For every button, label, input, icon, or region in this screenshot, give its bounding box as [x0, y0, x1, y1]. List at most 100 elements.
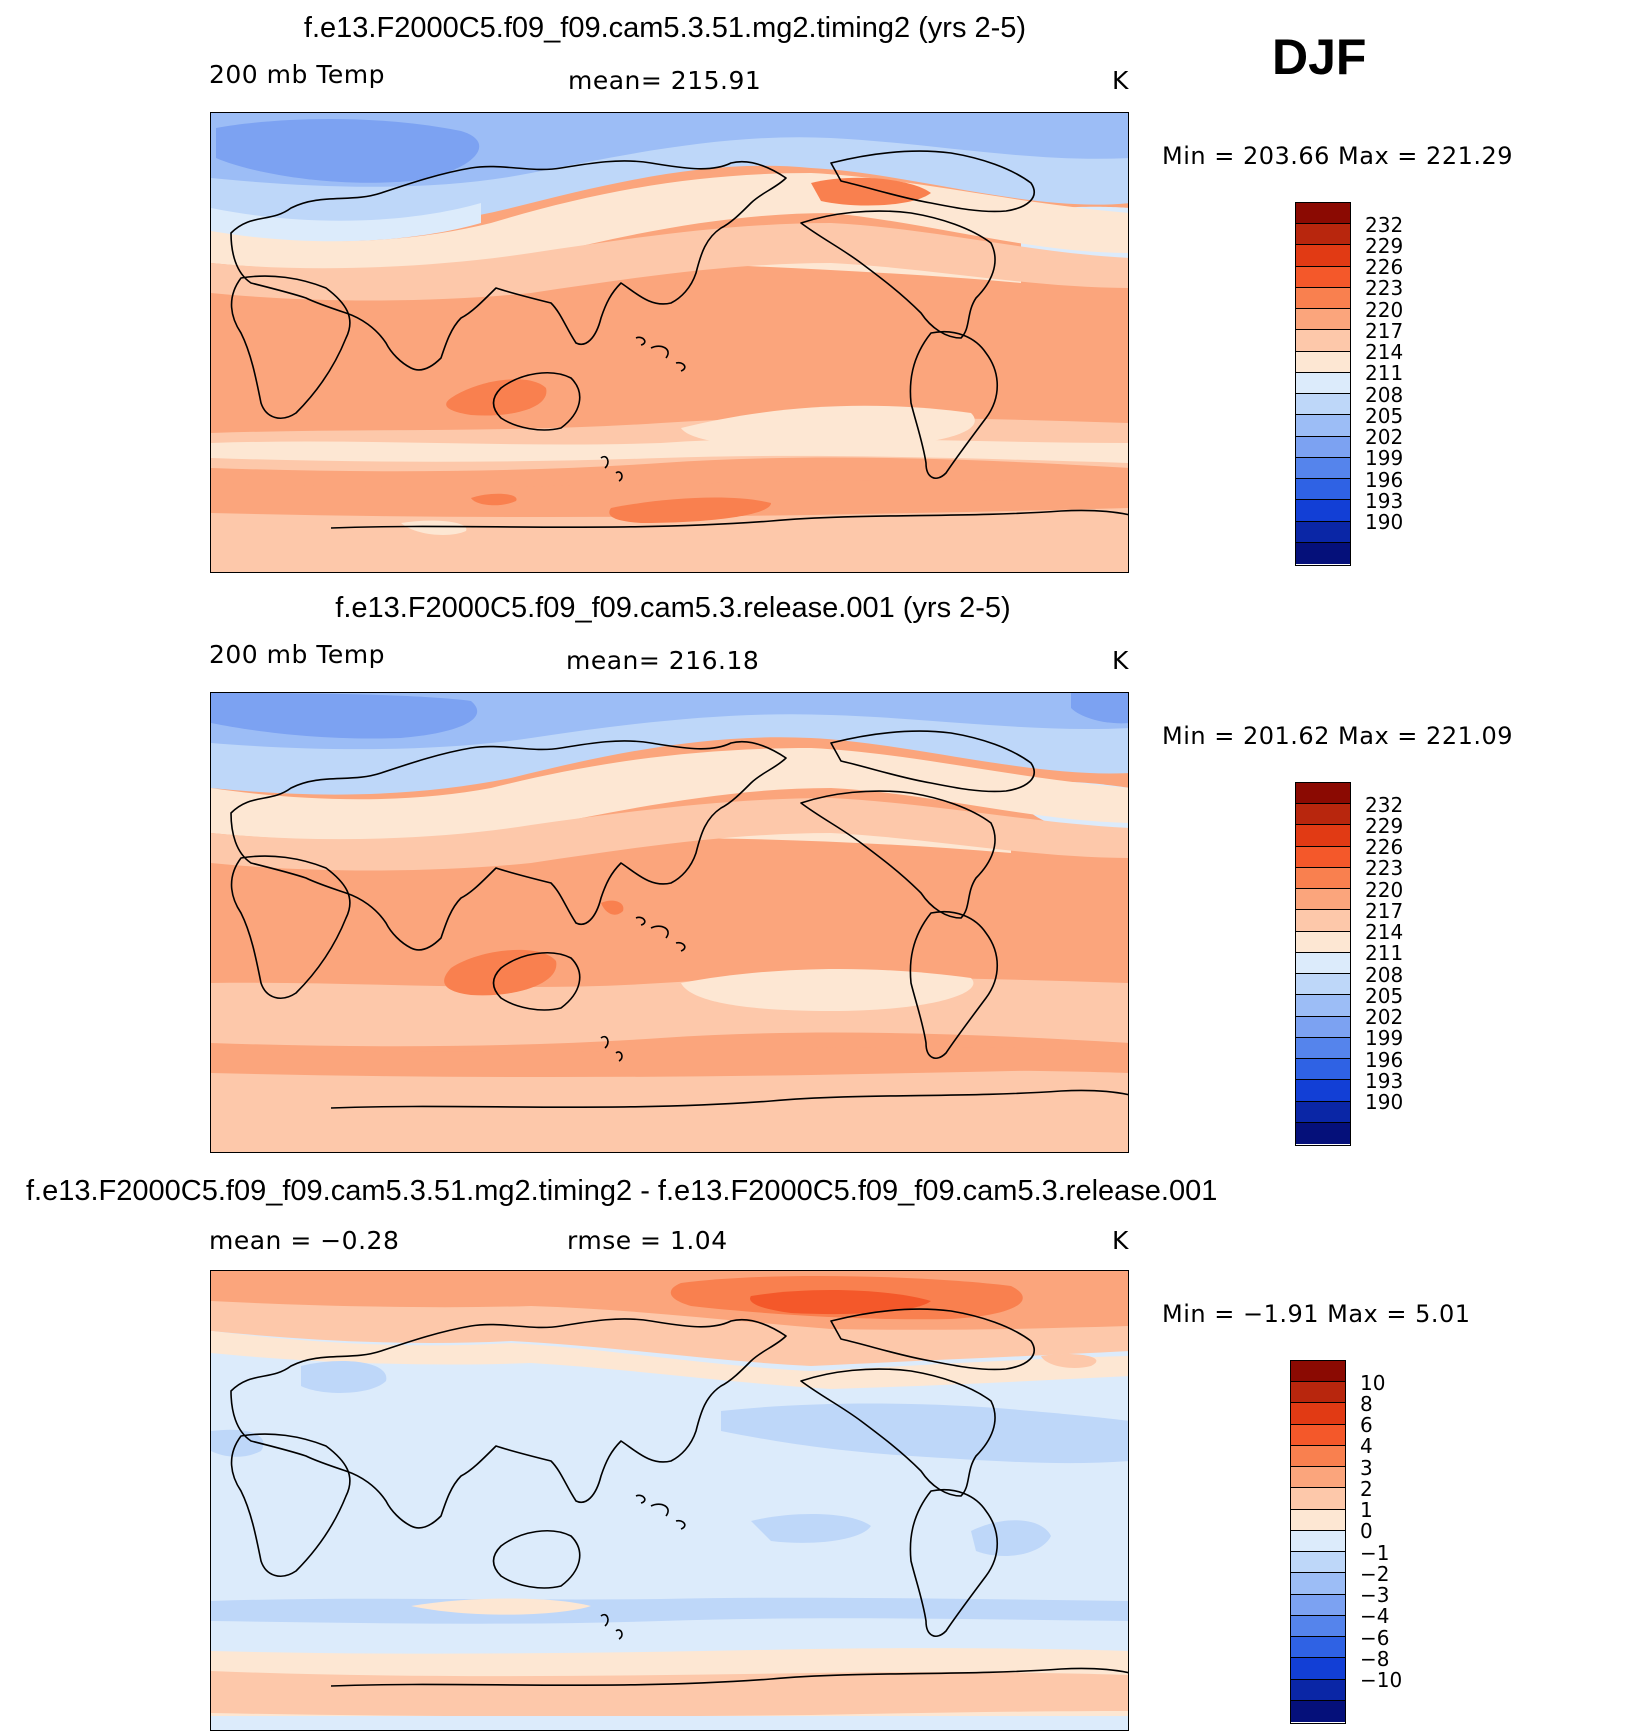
colorbar-tick-label: 205	[1365, 403, 1404, 428]
colorbar-swatch	[1296, 372, 1350, 395]
panel-3-map	[210, 1270, 1129, 1731]
colorbar-tick-label: 217	[1365, 898, 1404, 923]
panel-3-rmse-label: rmse = 1.04	[567, 1226, 728, 1255]
p2-antarctic-band	[211, 1068, 1128, 1152]
p1-southern-ocean-warm	[609, 497, 771, 523]
colorbar-swatch	[1296, 521, 1350, 543]
colorbar-swatch	[1296, 1080, 1350, 1102]
colorbar-tick-label: −3	[1360, 1583, 1390, 1608]
colorbar-tick-label: −10	[1360, 1668, 1403, 1693]
panel-2-mean-label: mean= 216.18	[566, 646, 760, 675]
p3-antarctic-warm-light	[211, 1671, 1128, 1717]
colorbar-tick-label: 214	[1365, 920, 1404, 945]
panel-2-map	[210, 692, 1129, 1153]
colorbar-tick-label: 6	[1360, 1413, 1373, 1438]
colorbar-swatch	[1296, 203, 1350, 225]
colorbar-swatch	[1291, 1445, 1345, 1468]
colorbar-swatch	[1291, 1509, 1345, 1531]
panel-3-map-svg	[211, 1271, 1128, 1730]
p1-midlat-cool	[211, 203, 481, 242]
colorbar-tick-label: 1	[1360, 1498, 1373, 1523]
colorbar-tick-label: 199	[1365, 446, 1404, 471]
colorbar-swatch	[1296, 500, 1350, 522]
colorbar-swatch	[1296, 889, 1350, 911]
panel-2-map-svg	[211, 693, 1128, 1152]
colorbar-swatch	[1296, 1037, 1350, 1060]
panel-2-units: K	[1112, 646, 1129, 675]
p2-sh-warm-light	[211, 977, 1128, 1047]
colorbar-tick-label: 2	[1360, 1476, 1373, 1501]
p1-arctic-warm	[811, 177, 931, 206]
colorbar-tick-label: 226	[1365, 835, 1404, 860]
colorbar-swatch	[1296, 825, 1350, 847]
colorbar-tick-label: 8	[1360, 1391, 1373, 1416]
colorbar-swatch	[1296, 1059, 1350, 1081]
p3-pacific-cool	[751, 1514, 871, 1543]
colorbar-tick-label: 229	[1365, 813, 1404, 838]
panel-2-variable-label: 200 mb Temp	[209, 640, 385, 669]
panel-2-title: f.e13.F2000C5.f09_f09.cam5.3.release.001…	[335, 592, 1011, 624]
p2-coastlines	[230, 730, 1128, 1109]
colorbar-swatch	[1291, 1467, 1345, 1489]
colorbar-tick-label: 208	[1365, 962, 1404, 987]
p1-australia-warm	[446, 379, 547, 416]
colorbar-tick-label: 196	[1365, 467, 1404, 492]
colorbar-swatch	[1296, 931, 1350, 953]
colorbar-tick-label: 217	[1365, 318, 1404, 343]
colorbar-swatch	[1296, 457, 1350, 480]
p1-antarctic-neutral	[401, 520, 467, 535]
colorbar-swatch	[1291, 1552, 1345, 1574]
colorbar-swatch	[1296, 309, 1350, 331]
colorbar-tick-label: −1	[1360, 1540, 1390, 1565]
colorbar-tick-label: 220	[1365, 877, 1404, 902]
colorbar-swatch	[1291, 1403, 1345, 1425]
colorbar-swatch	[1296, 867, 1350, 890]
colorbar-swatch	[1296, 1122, 1350, 1144]
p2-nh-warm-light	[211, 798, 1128, 871]
colorbar-swatch	[1296, 415, 1350, 437]
panel-3-min-max: Min = −1.91 Max = 5.01	[1162, 1300, 1471, 1328]
p1-antarctic-warm	[471, 493, 517, 506]
panel-2-colorbar	[1295, 782, 1351, 1146]
colorbar-swatch	[1296, 245, 1350, 267]
panel-1-colorbar	[1295, 202, 1351, 566]
panel-1-min-max: Min = 203.66 Max = 221.29	[1162, 142, 1514, 170]
colorbar-swatch	[1296, 1016, 1350, 1038]
colorbar-swatch	[1291, 1488, 1345, 1510]
colorbar-swatch	[1296, 783, 1350, 805]
colorbar-tick-label: 229	[1365, 233, 1404, 258]
p1-southpacific-neutral	[681, 405, 975, 448]
colorbar-tick-label: 214	[1365, 340, 1404, 365]
colorbar-swatch	[1291, 1658, 1345, 1680]
colorbar-swatch	[1291, 1637, 1345, 1659]
colorbar-tick-label: 205	[1365, 983, 1404, 1008]
colorbar-tick-label: 3	[1360, 1455, 1373, 1480]
colorbar-swatch	[1296, 394, 1350, 416]
colorbar-tick-label: −4	[1360, 1604, 1390, 1629]
colorbar-tick-label: 208	[1365, 382, 1404, 407]
p2-australia-warm	[444, 949, 557, 996]
colorbar-tick-label: 193	[1365, 488, 1404, 513]
colorbar-swatch	[1291, 1700, 1345, 1722]
colorbar-tick-label: 202	[1365, 425, 1404, 450]
colorbar-swatch	[1296, 804, 1350, 826]
colorbar-swatch	[1291, 1679, 1345, 1701]
panel-3-mean-label: mean = −0.28	[209, 1226, 400, 1255]
colorbar-tick-label: 202	[1365, 1005, 1404, 1030]
colorbar-tick-label: 232	[1365, 212, 1404, 237]
colorbar-swatch	[1296, 910, 1350, 932]
colorbar-swatch	[1296, 846, 1350, 868]
panel-1-map	[210, 112, 1129, 573]
colorbar-tick-label: 232	[1365, 792, 1404, 817]
colorbar-tick-label: 223	[1365, 276, 1404, 301]
p1-antarctic-ring	[211, 480, 1128, 518]
colorbar-tick-label: −6	[1360, 1625, 1390, 1650]
colorbar-swatch	[1296, 952, 1350, 975]
panel-1-title: f.e13.F2000C5.f09_f09.cam5.3.51.mg2.timi…	[303, 12, 1027, 44]
colorbar-tick-label: 196	[1365, 1047, 1404, 1072]
colorbar-swatch	[1296, 287, 1350, 310]
colorbar-tick-label: −2	[1360, 1561, 1390, 1586]
colorbar-swatch	[1291, 1361, 1345, 1383]
p3-atlantic-cool	[971, 1520, 1051, 1556]
colorbar-tick-label: 211	[1365, 361, 1404, 386]
